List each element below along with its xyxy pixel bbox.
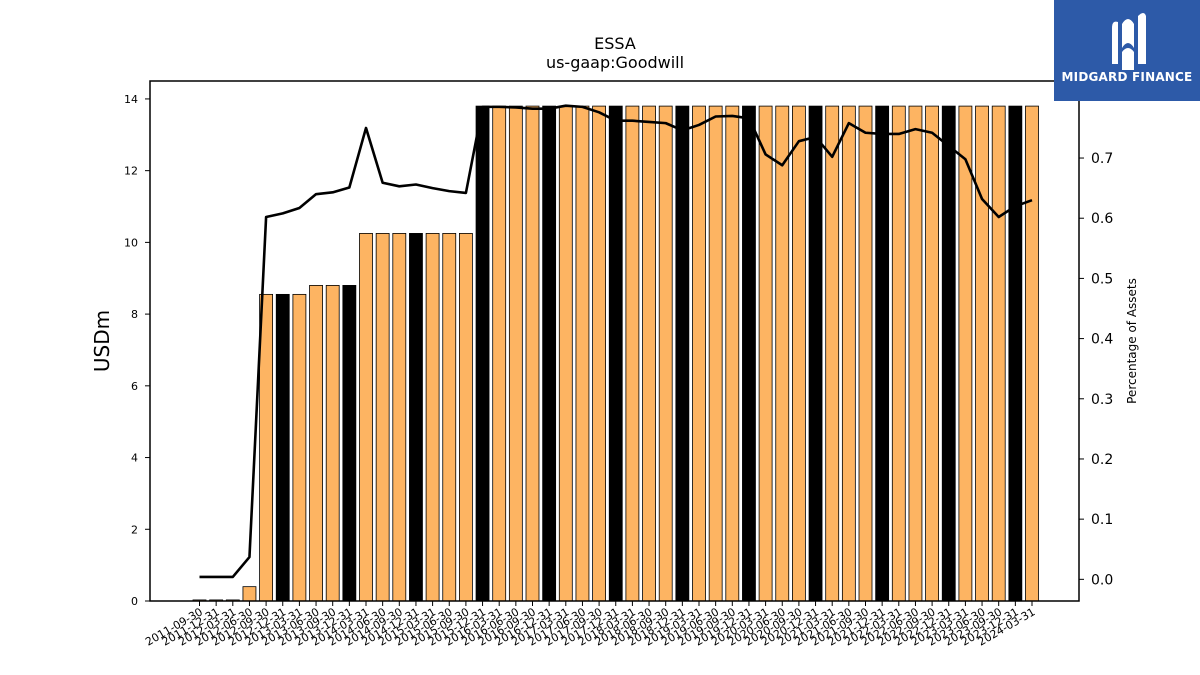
bar [958, 105, 973, 602]
bar [492, 105, 507, 602]
bar [409, 233, 423, 602]
bar [941, 105, 956, 602]
bar [309, 285, 323, 602]
y2-tick-label: 0.3 [1091, 392, 1113, 408]
bar [775, 105, 790, 602]
bar [525, 105, 540, 602]
bar [625, 105, 640, 602]
bar [508, 105, 523, 602]
y2-tick-label: 0.0 [1091, 572, 1113, 588]
percentage-of-assets-line [199, 104, 1033, 579]
bar [758, 105, 773, 602]
bar-series [192, 105, 1039, 602]
bar [608, 105, 623, 602]
y-tick-label: 8 [131, 308, 138, 321]
bar [475, 105, 490, 602]
bar [375, 233, 390, 602]
y2-tick-label: 0.6 [1091, 211, 1113, 227]
bar [275, 293, 290, 602]
bar [792, 105, 806, 602]
y-tick-label: 6 [131, 380, 138, 393]
y2-tick-label: 0.1 [1091, 512, 1113, 528]
y-tick-label: 10 [124, 236, 138, 249]
y2-tick-label: 0.2 [1091, 452, 1113, 468]
bar [891, 105, 906, 602]
bar [875, 105, 890, 602]
bar [908, 105, 923, 602]
y2-tick-label: 0.7 [1091, 151, 1113, 167]
bar [558, 105, 573, 602]
bar [342, 285, 357, 602]
bar [642, 105, 656, 602]
chart-subtitle: us-gaap:Goodwill [546, 53, 684, 72]
bar [359, 233, 373, 602]
bar [808, 105, 823, 602]
bar [442, 233, 457, 602]
midgard-m-icon [1112, 13, 1146, 70]
bar [292, 293, 307, 602]
x-axis-ticks: 2011-09-302011-12-312012-03-312012-06-30… [143, 601, 1038, 649]
bar [1008, 105, 1023, 602]
bar [259, 293, 274, 602]
y-tick-label: 14 [124, 93, 138, 106]
bar [425, 233, 440, 602]
line-series [199, 104, 1033, 579]
bar [325, 285, 340, 602]
bar [975, 105, 989, 602]
bar [575, 105, 590, 602]
bar [458, 233, 473, 602]
y-tick-label: 2 [131, 523, 138, 536]
y-tick-label: 12 [124, 165, 138, 178]
y-tick-label: 4 [131, 452, 138, 465]
bar [392, 233, 407, 602]
bar [542, 105, 557, 602]
bar [841, 105, 856, 602]
y-tick-label: 0 [131, 595, 138, 608]
y2-tick-label: 0.5 [1091, 271, 1113, 287]
bar [592, 105, 606, 602]
plot-border [149, 80, 1080, 602]
bar [242, 586, 257, 602]
bar [1025, 105, 1039, 602]
bar [925, 105, 939, 602]
bar [991, 105, 1006, 602]
brand-name: MIDGARD FINANCE [1061, 70, 1193, 84]
bar [708, 105, 723, 602]
y-axis-ticks: 0 2 4 6 8 10 12 14 [124, 93, 150, 608]
bar [725, 105, 740, 602]
y2-axis-ticks: 0.0 0.1 0.2 0.3 0.4 0.5 0.6 0.7 [1079, 151, 1113, 588]
chart-title: ESSA [594, 34, 636, 53]
y2-tick-label: 0.4 [1091, 332, 1113, 348]
bar [658, 105, 673, 602]
bar [675, 105, 690, 602]
bar [825, 105, 840, 602]
bar [858, 105, 873, 602]
y-axis-label: USDm [90, 310, 114, 372]
brand-logo: MIDGARD FINANCE [1054, 0, 1200, 101]
y2-axis-label: Percentage of Assets [1125, 278, 1139, 404]
plot-frame [149, 80, 1080, 602]
bar [692, 105, 706, 602]
bar [742, 105, 756, 602]
